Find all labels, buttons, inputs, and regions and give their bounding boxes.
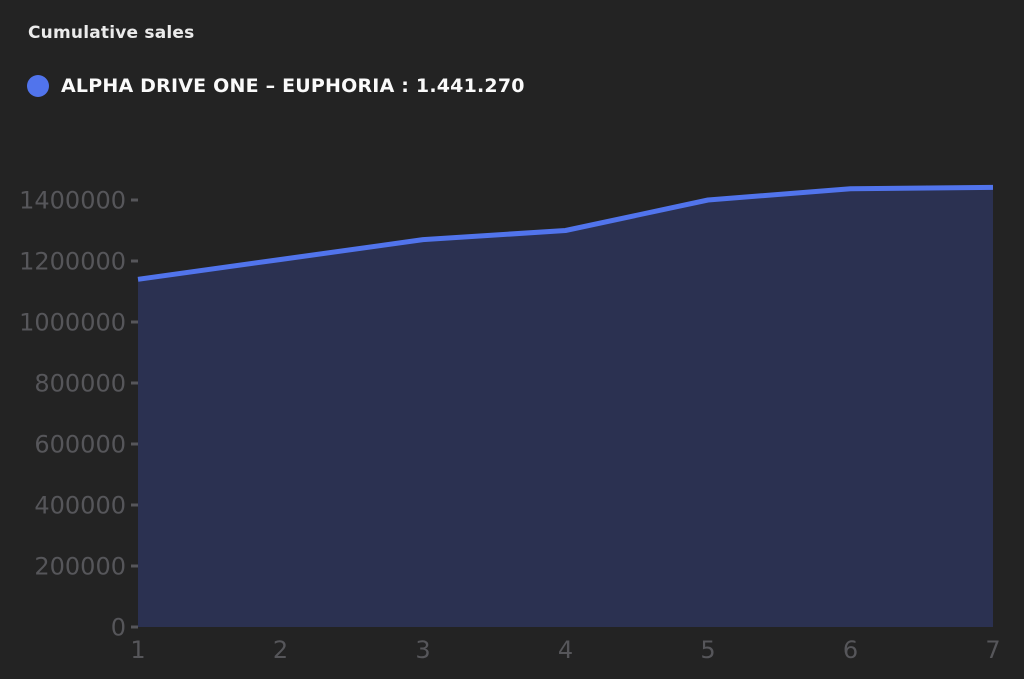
y-tick-label: 1000000 [19,309,126,337]
legend[interactable]: ALPHA DRIVE ONE – EUPHORIA : 1.441.270 [27,75,525,97]
y-tick-label: 1400000 [19,187,126,215]
legend-label: ALPHA DRIVE ONE – EUPHORIA : 1.441.270 [61,75,525,97]
y-tick-label: 400000 [34,492,126,520]
y-tick-label: 1200000 [19,248,126,276]
x-tick-label: 6 [843,636,858,664]
x-tick-label: 1 [130,636,145,664]
y-tick-label: 0 [111,614,126,642]
legend-marker-icon [27,75,49,97]
x-tick-label: 7 [985,636,1000,664]
x-tick-label: 3 [415,636,430,664]
y-tick-label: 200000 [34,553,126,581]
series-area [138,187,993,627]
y-tick-label: 600000 [34,431,126,459]
series-line [137,184,994,282]
x-tick-label: 2 [273,636,288,664]
x-tick-label: 4 [558,636,573,664]
page-title: Cumulative sales [28,23,195,43]
y-tick-label: 800000 [34,370,126,398]
x-tick-label: 5 [700,636,715,664]
